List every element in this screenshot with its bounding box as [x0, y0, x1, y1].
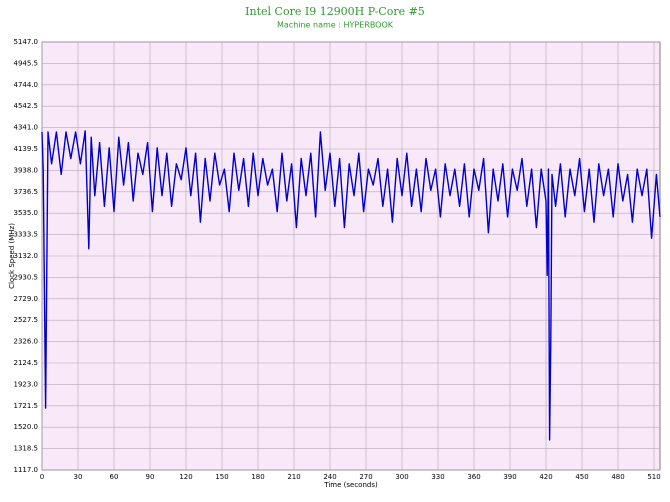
y-tick-label: 2527.5 — [14, 316, 39, 324]
y-tick-label: 1923.0 — [14, 380, 39, 388]
y-tick-label: 2729.0 — [14, 295, 39, 303]
y-axis-label: Clock Speed (MHz) — [8, 223, 16, 289]
x-tick-label: 480 — [611, 473, 624, 481]
y-tick-label: 1520.0 — [14, 423, 39, 431]
y-tick-label: 4744.0 — [14, 81, 39, 89]
y-tick-label: 3132.0 — [14, 252, 39, 260]
x-tick-label: 450 — [575, 473, 588, 481]
x-tick-label: 300 — [395, 473, 408, 481]
y-tick-label: 4542.5 — [14, 102, 39, 110]
y-tick-label: 2326.0 — [14, 338, 39, 346]
y-tick-label: 2124.5 — [14, 359, 39, 367]
y-tick-label: 2930.5 — [14, 273, 39, 281]
chart-subtitle: Machine name : HYPERBOOK — [277, 21, 394, 30]
x-tick-label: 180 — [251, 473, 264, 481]
y-tick-label: 3535.0 — [14, 209, 39, 217]
y-tick-label: 3938.0 — [14, 166, 39, 174]
y-tick-label: 4945.5 — [14, 59, 39, 67]
x-tick-label: 330 — [431, 473, 444, 481]
x-tick-label: 390 — [503, 473, 516, 481]
x-tick-label: 210 — [287, 473, 300, 481]
x-tick-label: 270 — [359, 473, 372, 481]
y-tick-label: 4341.0 — [14, 124, 39, 132]
y-tick-label: 3736.5 — [14, 188, 39, 196]
x-tick-label: 150 — [215, 473, 228, 481]
x-tick-label: 420 — [539, 473, 552, 481]
y-tick-label: 1117.0 — [14, 466, 39, 474]
marks — [41, 130, 661, 441]
y-tick-label: 3333.5 — [14, 231, 39, 239]
y-tick-label: 4139.5 — [14, 145, 39, 153]
x-tick-label: 90 — [146, 473, 155, 481]
x-tick-label: 510 — [647, 473, 660, 481]
x-axis-label: Time (seconds) — [323, 481, 378, 489]
x-tick-label: 240 — [323, 473, 336, 481]
chart-title: Intel Core I9 12900H P-Core #5 — [245, 5, 425, 18]
y-tick-label: 1318.5 — [14, 445, 39, 453]
x-tick-label: 120 — [179, 473, 192, 481]
x-tick-label: 60 — [110, 473, 119, 481]
y-tick-label: 5147.0 — [14, 38, 39, 46]
x-tick-label: 360 — [467, 473, 480, 481]
x-tick-label: 30 — [74, 473, 83, 481]
y-tick-label: 1721.5 — [14, 402, 39, 410]
line-series — [41, 130, 661, 441]
x-tick-label: 0 — [40, 473, 44, 481]
grid — [41, 41, 660, 471]
